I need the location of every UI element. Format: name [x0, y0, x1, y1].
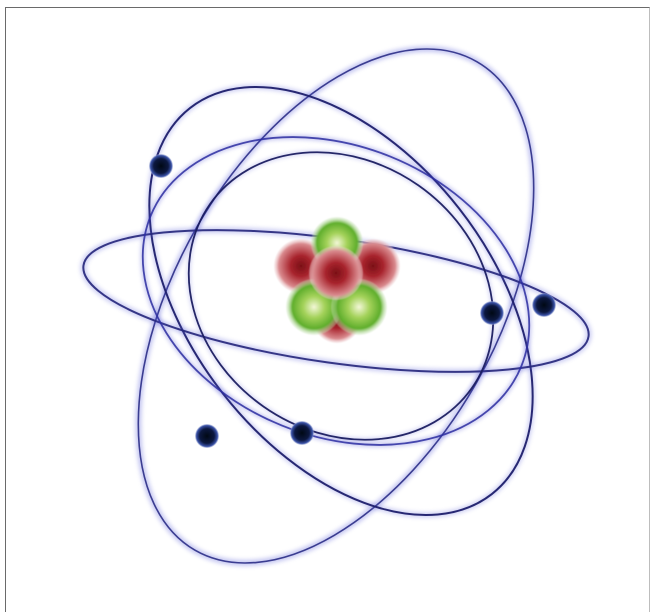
electron	[480, 301, 504, 325]
electron	[290, 421, 314, 445]
electron	[532, 293, 556, 317]
electrons	[149, 154, 556, 448]
nucleus	[274, 217, 400, 343]
orbit-5-core	[187, 151, 495, 441]
orbit-4-core	[141, 136, 531, 446]
electron	[149, 154, 173, 178]
image-frame	[5, 7, 650, 612]
atom-illustration	[80, 46, 592, 566]
electron	[195, 424, 219, 448]
proton	[309, 246, 363, 300]
